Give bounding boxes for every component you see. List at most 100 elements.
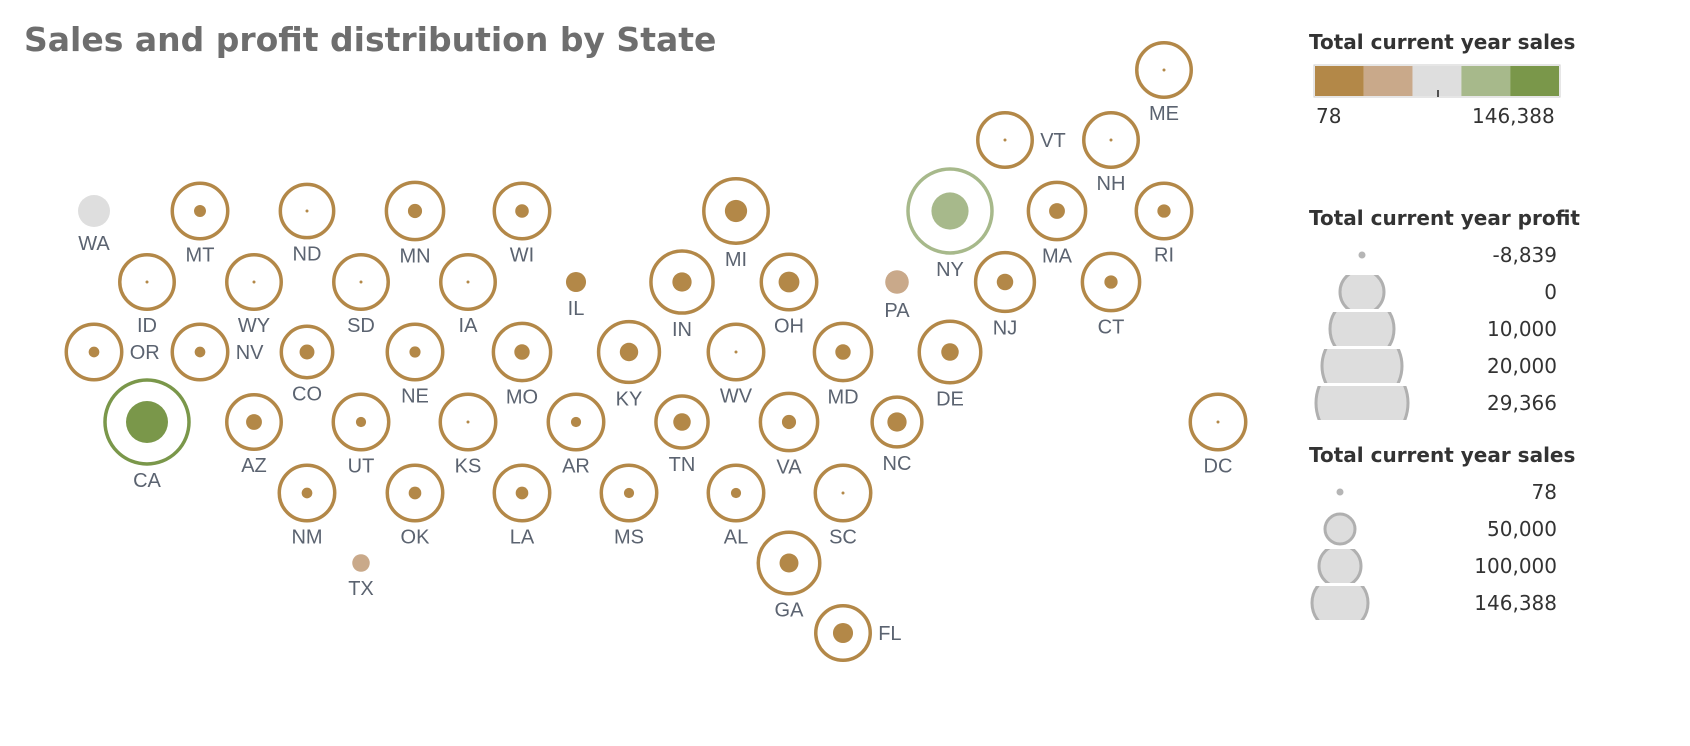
sales-ring — [706, 322, 766, 382]
sales-ring — [278, 182, 336, 240]
state-fl[interactable]: FL — [814, 604, 902, 662]
state-al[interactable]: AL — [706, 463, 766, 549]
profit-dot — [1003, 138, 1007, 142]
state-ny[interactable]: NY — [906, 167, 994, 281]
state-ut[interactable]: UT — [331, 392, 391, 478]
state-ms[interactable]: MS — [599, 463, 659, 549]
state-label: ND — [293, 244, 322, 266]
state-pa[interactable]: PA — [884, 270, 910, 322]
state-md[interactable]: MD — [812, 321, 874, 409]
state-or[interactable]: OR — [64, 322, 160, 382]
state-nj[interactable]: NJ — [973, 250, 1037, 340]
sales-ring — [103, 378, 191, 466]
state-ar[interactable]: AR — [546, 392, 606, 478]
state-label: UT — [348, 456, 375, 478]
state-sd[interactable]: SD — [332, 253, 390, 337]
state-label: DE — [936, 389, 964, 411]
state-co[interactable]: CO — [279, 324, 335, 406]
sales-ring — [654, 394, 710, 450]
profit-dot — [1049, 203, 1065, 219]
color-legend-max: 146,388 — [1472, 104, 1555, 128]
sales-ring — [384, 180, 446, 242]
state-label: MN — [399, 246, 430, 268]
state-wv[interactable]: WV — [706, 322, 766, 408]
sales-ring — [546, 392, 606, 452]
state-mn[interactable]: MN — [384, 180, 446, 268]
state-tn[interactable]: TN — [654, 394, 710, 476]
state-ri[interactable]: RI — [1134, 181, 1194, 267]
sales-ring — [813, 463, 873, 523]
state-ok[interactable]: OK — [385, 463, 445, 549]
state-va[interactable]: VA — [758, 391, 820, 479]
state-dc[interactable]: DC — [1188, 392, 1248, 478]
state-mi[interactable]: MI — [702, 177, 770, 271]
sales-ring — [702, 177, 770, 245]
state-id[interactable]: ID — [118, 253, 176, 337]
state-nd[interactable]: ND — [278, 182, 336, 266]
state-la[interactable]: LA — [492, 463, 552, 549]
color-legend-title: Total current year sales — [1309, 30, 1576, 54]
color-swatch — [1363, 66, 1413, 96]
sales-ring — [331, 392, 391, 452]
profit-dot — [194, 205, 206, 217]
state-ne[interactable]: NE — [385, 322, 445, 408]
sales-ring — [438, 392, 498, 452]
state-ks[interactable]: KS — [438, 392, 498, 478]
state-wi[interactable]: WI — [492, 181, 552, 267]
state-mt[interactable]: MT — [170, 181, 230, 267]
sales-ring — [385, 322, 445, 382]
state-label: IA — [459, 315, 479, 337]
state-label: VA — [776, 457, 802, 479]
state-ma[interactable]: MA — [1026, 180, 1088, 268]
state-label: PA — [884, 300, 910, 322]
state-nv[interactable]: NV — [170, 322, 264, 382]
state-me[interactable]: ME — [1135, 41, 1193, 125]
state-in[interactable]: IN — [649, 249, 715, 341]
color-swatch — [1510, 66, 1559, 96]
state-de[interactable]: DE — [917, 319, 983, 411]
sales-ring — [917, 319, 983, 385]
state-label: CO — [292, 384, 322, 406]
color-swatch — [1315, 66, 1364, 96]
state-tx[interactable]: TX — [348, 554, 374, 600]
state-wa[interactable]: WA — [78, 195, 110, 255]
state-nh[interactable]: NH — [1082, 111, 1140, 195]
sales-legend-label: 50,000 — [1487, 517, 1557, 541]
sales-ring — [491, 321, 553, 383]
state-il[interactable]: IL — [565, 271, 587, 320]
profit-legend-bubble — [1328, 312, 1396, 346]
profit-legend-label: 29,366 — [1487, 391, 1557, 415]
state-label: MA — [1042, 246, 1073, 268]
state-label: NM — [291, 527, 322, 549]
profit-dot — [352, 554, 370, 572]
state-ga[interactable]: GA — [756, 530, 822, 622]
state-ia[interactable]: IA — [439, 253, 497, 337]
state-label: OR — [130, 342, 160, 364]
sales-ring — [599, 463, 659, 523]
state-label: NC — [883, 453, 912, 475]
state-label: FL — [878, 623, 901, 645]
state-wy[interactable]: WY — [225, 253, 283, 337]
state-ct[interactable]: CT — [1080, 251, 1142, 339]
state-nm[interactable]: NM — [277, 463, 337, 549]
state-sc[interactable]: SC — [813, 463, 873, 549]
profit-dot — [779, 553, 799, 573]
state-vt[interactable]: VT — [976, 111, 1066, 169]
state-nc[interactable]: NC — [870, 395, 924, 475]
profit-dot — [623, 487, 635, 499]
profit-legend-label: 10,000 — [1487, 317, 1557, 341]
sales-ring — [706, 463, 766, 523]
state-mo[interactable]: MO — [491, 321, 553, 409]
sales-ring — [973, 250, 1037, 314]
state-ca[interactable]: CA — [103, 378, 191, 492]
state-label: IL — [568, 298, 585, 320]
sales-legend-bubble — [1336, 488, 1344, 496]
state-az[interactable]: AZ — [225, 393, 283, 477]
sales-ring — [170, 181, 230, 241]
state-oh[interactable]: OH — [759, 252, 819, 338]
state-label: WI — [510, 245, 534, 267]
state-label: AL — [724, 527, 748, 549]
state-ky[interactable]: KY — [596, 319, 662, 411]
state-label: RI — [1154, 245, 1174, 267]
state-label: DC — [1204, 456, 1233, 478]
